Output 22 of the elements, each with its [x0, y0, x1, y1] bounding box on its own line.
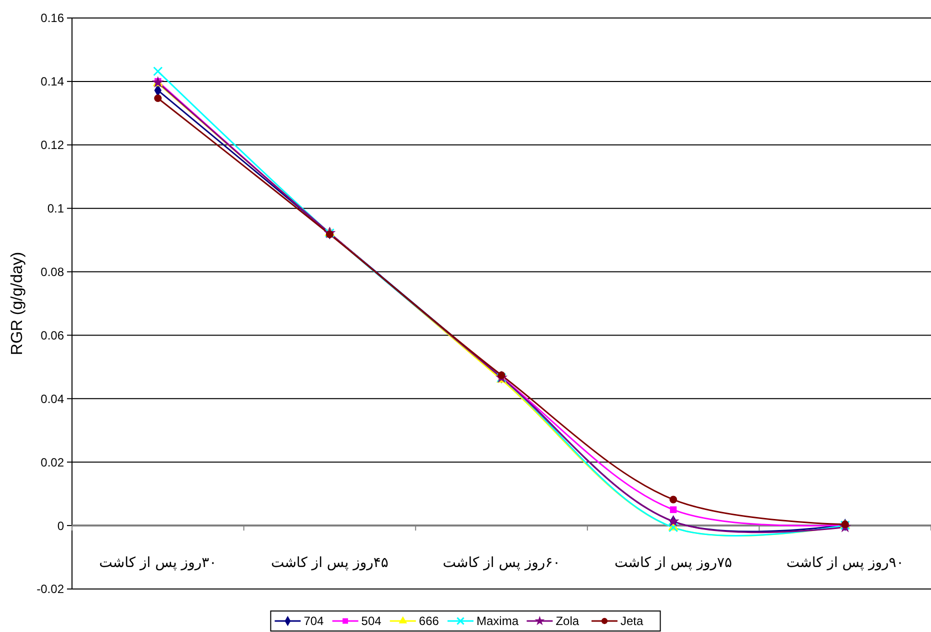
y-tick-label: 0.12 [40, 138, 64, 152]
y-tick-label: 0 [57, 518, 64, 533]
x-tick-label: ۹۰روز پس از کاشت [786, 555, 904, 571]
legend-label: Jeta [620, 614, 644, 628]
legend-label: 704 [304, 614, 324, 628]
legend-label: 666 [418, 614, 440, 628]
y-tick-label: 0.08 [40, 264, 64, 279]
y-tick-label: 0.14 [40, 74, 64, 89]
y-tick-label: 0.02 [40, 455, 64, 470]
y-tick-label: 0.16 [40, 11, 64, 26]
y-tick-label: 0.1 [47, 202, 64, 216]
legend-label: Zola [556, 614, 580, 628]
y-tick-label: -0.02 [36, 582, 64, 596]
y-axis-title: RGR (g/g/day) [9, 252, 26, 356]
x-tick-label: ۶۰روز پس از کاشت [442, 555, 560, 571]
x-tick-label: ۷۵روز پس از کاشت [614, 555, 732, 571]
x-tick-label: ۴۵روز پس از کاشت [270, 555, 388, 571]
legend-label: 504 [361, 614, 382, 628]
y-tick-label: 0.04 [40, 392, 64, 406]
x-tick-label: ۳۰روز پس از کاشت [99, 555, 217, 571]
legend-label: Maxima [476, 614, 519, 628]
y-tick-label: 0.06 [40, 328, 64, 342]
